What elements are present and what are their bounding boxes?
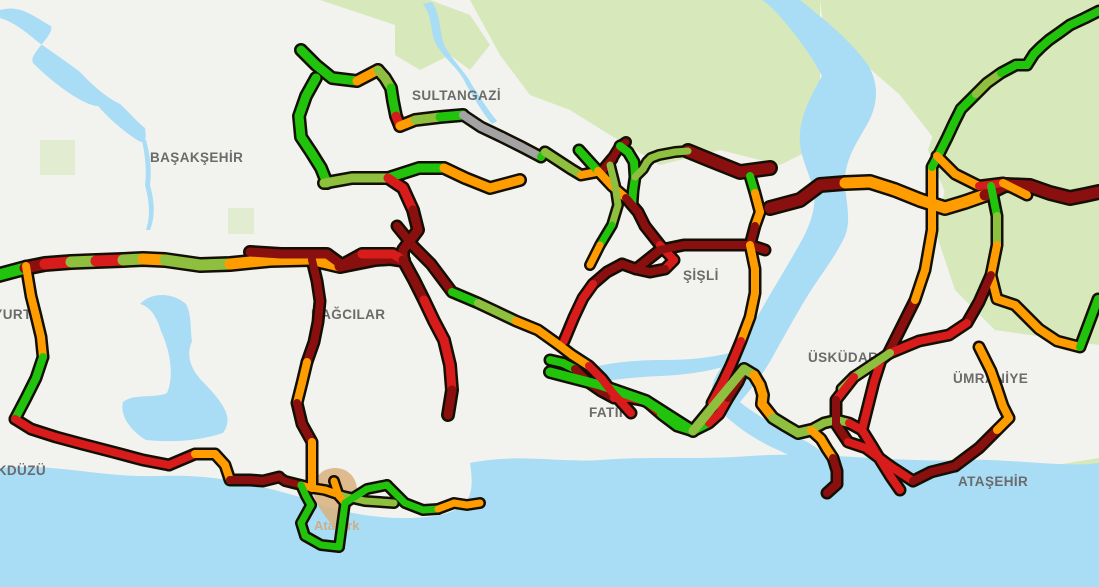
svg-text:BEYLİKDÜZÜ: BEYLİKDÜZÜ: [0, 463, 46, 478]
svg-text:ESENYURT: ESENYURT: [0, 307, 32, 322]
svg-text:SULTANGAZİ: SULTANGAZİ: [412, 88, 501, 103]
svg-text:ŞİŞLİ: ŞİŞLİ: [683, 268, 719, 283]
svg-text:BAŞAKŞEHİR: BAŞAKŞEHİR: [150, 150, 243, 165]
svg-text:ATAŞEHİR: ATAŞEHİR: [958, 474, 1028, 489]
